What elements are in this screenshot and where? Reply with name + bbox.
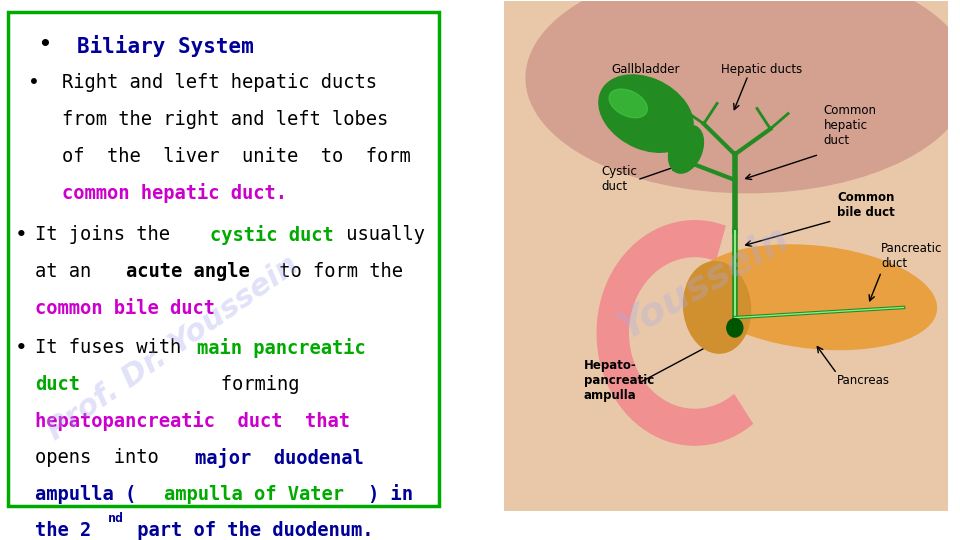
FancyBboxPatch shape [9,11,439,507]
Text: It fuses with: It fuses with [36,338,193,357]
Text: of  the  liver  unite  to  form: of the liver unite to form [61,146,411,166]
Ellipse shape [668,125,704,173]
Text: acute angle: acute angle [126,262,250,281]
Text: It joins the: It joins the [36,225,181,244]
Text: Hepato-
pancreatic
ampulla: Hepato- pancreatic ampulla [584,359,654,402]
Text: common hepatic duct.: common hepatic duct. [61,183,287,203]
Text: •: • [29,73,40,92]
Polygon shape [597,221,753,445]
Text: •: • [39,35,60,53]
Text: ampulla of Vater: ampulla of Vater [164,485,344,504]
Text: ) in: ) in [368,485,413,504]
Text: at an: at an [36,262,103,281]
Text: the 2: the 2 [36,522,91,540]
Text: opens  into: opens into [36,448,181,467]
Text: •: • [15,225,28,245]
Text: main pancreatic: main pancreatic [197,338,366,358]
FancyBboxPatch shape [504,2,948,511]
Text: nd: nd [108,512,124,525]
Text: Common
hepatic
duct: Common hepatic duct [824,104,876,147]
Text: Prof. Dr. Youssein: Prof. Dr. Youssein [41,251,303,446]
Text: Hepatic ducts: Hepatic ducts [721,63,803,76]
Text: cystic duct: cystic duct [210,225,334,245]
Text: part of the duodenum.: part of the duodenum. [126,522,373,540]
Text: •: • [15,338,28,358]
Text: Cystic
duct: Cystic duct [602,165,637,193]
Text: Gallbladder: Gallbladder [612,63,681,76]
Text: duct: duct [36,375,80,394]
Ellipse shape [599,75,693,152]
Text: usually: usually [335,225,424,244]
Ellipse shape [609,89,647,118]
Text: Pancreatic
duct: Pancreatic duct [881,241,943,269]
Text: forming: forming [97,375,300,394]
Text: from the right and left lobes: from the right and left lobes [61,110,388,129]
Text: Common
bile duct: Common bile duct [837,191,895,219]
Text: major  duodenal: major duodenal [195,448,364,468]
Text: Biliary System: Biliary System [77,35,254,57]
Text: common bile duct: common bile duct [36,299,215,318]
Circle shape [727,319,743,337]
Text: to form the: to form the [268,262,403,281]
Text: Pancreas: Pancreas [837,374,890,387]
Text: Youssein: Youssein [612,218,796,346]
Text: Right and left hepatic ducts: Right and left hepatic ducts [61,73,376,92]
Ellipse shape [684,262,751,353]
Ellipse shape [693,245,936,349]
Text: hepatopancreatic  duct  that: hepatopancreatic duct that [36,411,350,431]
Text: ampulla (: ampulla ( [36,485,136,504]
Ellipse shape [526,0,960,193]
